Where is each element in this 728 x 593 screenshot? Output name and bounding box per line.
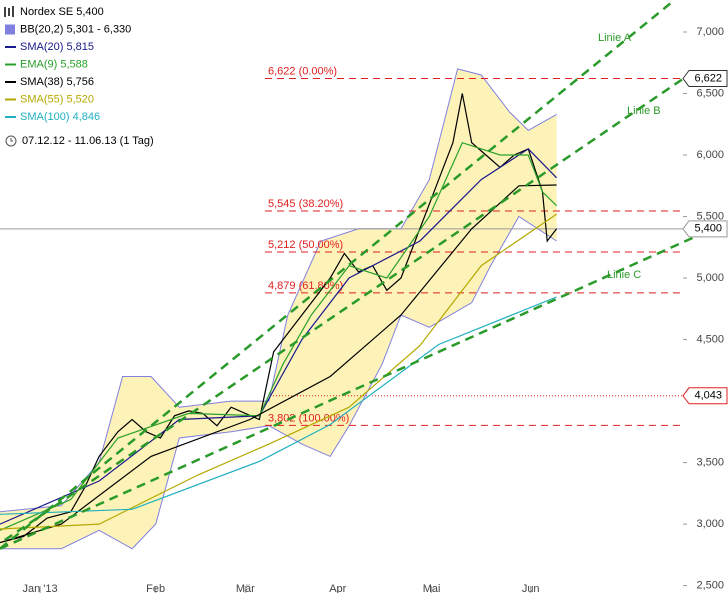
legend-label: SMA(20) 5,815 [20,41,94,53]
y-tick-label: 6,000 [696,149,724,161]
indicator-line [0,141,558,531]
trend-label: Linie B [627,105,661,117]
legend-icon [5,24,15,35]
fib-label: 4,879 (61.80%) [268,280,343,292]
trend-line [0,0,676,550]
band-fill [0,68,557,549]
y-tick-label: 5,500 [696,210,724,222]
y-tick-label: 6,500 [696,87,724,99]
price-tag [682,69,728,87]
fib-label: 6,622 (0.00%) [268,65,337,77]
y-tick-label: 3,500 [696,456,724,468]
price-tag-label: 4,043 [694,390,722,402]
y-tick-label: 5,000 [696,272,724,284]
x-tick-label: Mär [236,583,255,593]
indicator-line [0,213,557,530]
x-tick-label: Mai [423,583,441,593]
band-lower [0,215,557,550]
price-tag-label: 5,400 [694,223,722,235]
x-tick-label: Jun [522,583,540,593]
y-tick-label: 7,000 [696,26,724,38]
price-tag-label: 6,622 [694,72,722,84]
date-range: 07.12.12 - 11.06.13 (1 Tag) [22,135,154,147]
price-line [0,93,558,544]
y-tick-label: 3,000 [696,518,724,530]
trend-label: Linie C [607,269,641,281]
price-tag [682,387,728,405]
fib-label: 5,545 (38.20%) [268,198,343,210]
clock-icon [5,135,17,147]
trend-line [0,221,728,550]
legend-label: Nordex SE 5,400 [20,6,104,18]
x-tick-label: Feb [146,583,165,593]
legend-label: SMA(55) 5,520 [20,93,94,105]
price-tag [682,220,728,238]
fib-label: 5,212 (50.00%) [268,239,343,251]
x-tick-label: Jan '13 [23,583,58,593]
band-upper [0,68,557,513]
legend-label: SMA(38) 5,756 [20,76,94,88]
legend-label: EMA(9) 5,588 [20,58,88,70]
legend-icon [4,6,14,17]
fib-label: 3,802 (100.00%) [268,412,349,424]
indicator-line [0,296,557,515]
trend-label: Linie A [598,32,632,44]
x-tick-label: Apr [329,583,346,593]
clock-icon [10,138,13,142]
trend-line [3,73,690,542]
y-tick-label: 4,500 [696,333,724,345]
y-tick-label: 2,500 [696,580,724,592]
legend-label: SMA(100) 4,846 [20,111,100,123]
legend-label: BB(20,2) 5,301 - 6,330 [20,23,131,35]
indicator-line [0,148,558,525]
